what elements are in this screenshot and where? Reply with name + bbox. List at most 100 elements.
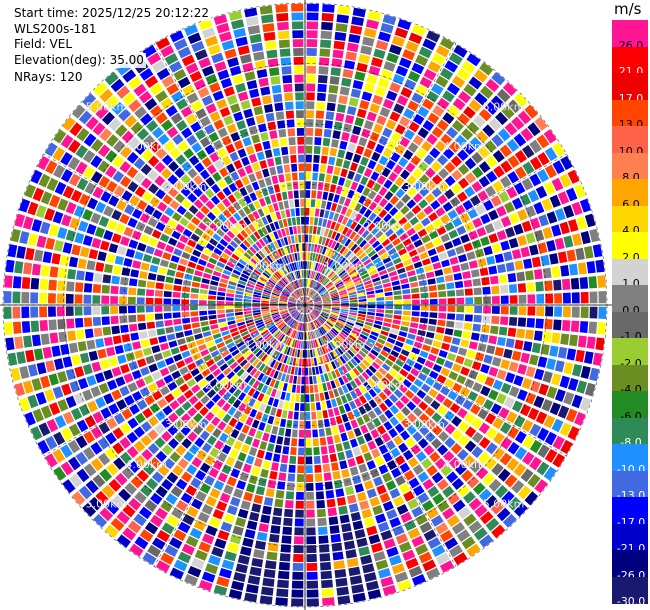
- radar-gate: [287, 318, 294, 326]
- radar-gate: [293, 536, 304, 545]
- radar-gate: [165, 105, 178, 117]
- radar-gate: [287, 365, 292, 374]
- radar-gate: [276, 12, 289, 22]
- radar-gate: [274, 330, 281, 338]
- radar-gate: [159, 386, 170, 396]
- radar-gate: [313, 447, 320, 456]
- radar-gate: [205, 73, 218, 85]
- radar-gate: [417, 492, 430, 504]
- radar-gate: [205, 188, 215, 199]
- radar-gate: [305, 302, 313, 305]
- radar-gate: [270, 212, 277, 222]
- radar-gate: [286, 274, 292, 283]
- radar-gate: [448, 371, 459, 381]
- radar-gate: [347, 189, 355, 199]
- radar-gate: [269, 166, 277, 176]
- radar-gate: [508, 361, 519, 373]
- radar-gate: [271, 139, 279, 148]
- radar-gate: [311, 311, 318, 318]
- radar-gate: [326, 283, 334, 289]
- radar-gate: [75, 161, 88, 175]
- radar-gate: [87, 400, 99, 413]
- radar-gate: [291, 253, 296, 262]
- radar-gate: [442, 201, 453, 212]
- radar-gate: [275, 319, 283, 326]
- radar-gate: [274, 444, 282, 454]
- radar-gate: [245, 117, 256, 127]
- radar-gate: [110, 517, 125, 532]
- radar-gate: [415, 148, 427, 159]
- radar-gate: [206, 340, 215, 348]
- radar-gate: [187, 341, 197, 349]
- radar-gate: [30, 306, 39, 318]
- radar-gate: [323, 373, 330, 382]
- radar-gate: [95, 338, 105, 348]
- radar-gate: [333, 407, 340, 416]
- radar-gate: [525, 329, 534, 340]
- radar-gate: [319, 245, 324, 254]
- ring-label: 4.00km: [443, 458, 485, 471]
- radar-gate: [503, 201, 515, 214]
- radar-gate: [509, 306, 518, 315]
- colorbar-segment: [612, 232, 648, 259]
- radar-gate: [565, 187, 578, 202]
- radar-gate: [471, 239, 482, 249]
- radar-gate: [496, 230, 507, 241]
- radar-gate: [104, 524, 119, 539]
- radar-gate: [553, 279, 562, 291]
- radar-gate: [315, 491, 325, 500]
- radar-gate: [241, 176, 250, 186]
- radar-gate: [44, 208, 56, 221]
- radar-gate: [288, 307, 297, 312]
- radar-gate: [264, 333, 272, 341]
- radar-gate: [232, 399, 242, 409]
- radar-gate: [255, 170, 263, 180]
- radar-gate: [251, 503, 262, 513]
- radar-gate: [85, 479, 99, 494]
- radar-gate: [327, 362, 334, 371]
- radar-gate: [546, 211, 558, 224]
- radar-gate: [477, 190, 489, 202]
- radar-gate: [238, 198, 247, 208]
- radar-gate: [221, 273, 230, 280]
- radar-gate: [470, 404, 481, 415]
- ring-label: 5.00km: [483, 100, 525, 113]
- radar-gate: [83, 317, 93, 327]
- radar-gate: [367, 10, 382, 21]
- radar-gate: [496, 263, 506, 274]
- radar-gate: [302, 243, 305, 252]
- radar-gate: [341, 302, 349, 305]
- radar-gate: [90, 138, 104, 152]
- radar-gate: [293, 339, 298, 348]
- radar-gate: [292, 330, 297, 339]
- radar-gate: [293, 375, 298, 384]
- radar-gate: [113, 412, 126, 425]
- radar-gate: [155, 378, 166, 389]
- radar-gate: [299, 252, 303, 261]
- radar-gate: [122, 527, 137, 541]
- radar-gate: [340, 296, 349, 300]
- radar-gate: [307, 279, 311, 288]
- radar-gate: [230, 429, 240, 439]
- radar-gate: [269, 470, 278, 480]
- radar-gate: [90, 426, 103, 439]
- colorbar-segment: [612, 523, 648, 551]
- radar-gate: [271, 327, 279, 335]
- radar-gate: [292, 30, 304, 39]
- radar-gate: [432, 262, 442, 270]
- radar-gate: [434, 333, 444, 341]
- radar-gate: [287, 273, 293, 282]
- radar-gate: [384, 243, 394, 251]
- radar-gate: [375, 513, 387, 524]
- radar-gate: [226, 505, 238, 516]
- radar-gate: [318, 287, 326, 294]
- radar-gate: [305, 412, 311, 420]
- radar-gate: [402, 363, 412, 372]
- radar-gate: [78, 193, 91, 206]
- radar-gate: [589, 291, 598, 304]
- radar-gate: [360, 424, 369, 434]
- radar-gate: [266, 357, 274, 366]
- radar-gate: [371, 151, 381, 162]
- radar-gate: [280, 228, 287, 237]
- radar-gate: [49, 332, 59, 344]
